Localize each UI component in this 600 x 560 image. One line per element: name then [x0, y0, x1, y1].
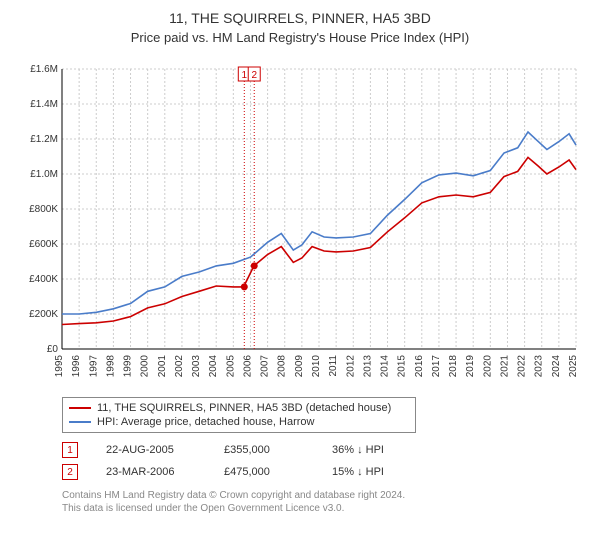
legend-label: 11, THE SQUIRRELS, PINNER, HA5 3BD (deta… — [97, 402, 391, 414]
svg-text:2015: 2015 — [397, 355, 408, 378]
sale-delta: 15% ↓ HPI — [332, 466, 384, 478]
svg-text:£1.6M: £1.6M — [30, 64, 58, 75]
svg-text:2000: 2000 — [140, 355, 151, 378]
svg-text:2018: 2018 — [448, 355, 459, 378]
svg-text:£1.4M: £1.4M — [30, 99, 58, 110]
svg-text:2020: 2020 — [482, 355, 493, 378]
sale-price: £355,000 — [224, 444, 304, 456]
svg-text:2007: 2007 — [260, 355, 271, 378]
svg-text:£600K: £600K — [29, 239, 58, 250]
svg-text:£800K: £800K — [29, 204, 58, 215]
sale-marker-2: 2 — [62, 464, 78, 480]
svg-text:2010: 2010 — [311, 355, 322, 378]
svg-text:2011: 2011 — [328, 355, 339, 377]
svg-text:2017: 2017 — [431, 355, 442, 378]
svg-text:1997: 1997 — [88, 355, 99, 378]
svg-text:£400K: £400K — [29, 274, 58, 285]
page-root: 11, THE SQUIRRELS, PINNER, HA5 3BD Price… — [0, 0, 600, 527]
svg-text:1: 1 — [242, 70, 248, 81]
table-row: 1 22-AUG-2005 £355,000 36% ↓ HPI — [62, 439, 584, 461]
svg-text:2012: 2012 — [345, 355, 356, 378]
legend-swatch — [69, 407, 91, 409]
sale-marker-1: 1 — [62, 442, 78, 458]
page-title: 11, THE SQUIRRELS, PINNER, HA5 3BD — [16, 10, 584, 26]
legend-label: HPI: Average price, detached house, Harr… — [97, 416, 314, 428]
svg-text:2: 2 — [251, 70, 257, 81]
svg-text:2001: 2001 — [157, 355, 168, 378]
svg-text:2019: 2019 — [465, 355, 476, 378]
legend: 11, THE SQUIRRELS, PINNER, HA5 3BD (deta… — [62, 397, 416, 433]
svg-text:2003: 2003 — [191, 355, 202, 378]
footer-line: Contains HM Land Registry data © Crown c… — [62, 489, 584, 502]
legend-item: HPI: Average price, detached house, Harr… — [69, 415, 409, 429]
svg-text:2014: 2014 — [380, 355, 391, 378]
svg-text:1998: 1998 — [105, 355, 116, 378]
svg-text:2021: 2021 — [499, 355, 510, 378]
svg-text:2025: 2025 — [568, 355, 579, 378]
svg-text:2008: 2008 — [277, 355, 288, 378]
svg-text:1996: 1996 — [71, 355, 82, 378]
footer-line: This data is licensed under the Open Gov… — [62, 502, 584, 515]
svg-text:2009: 2009 — [294, 355, 305, 378]
svg-text:£1.0M: £1.0M — [30, 169, 58, 180]
page-subtitle: Price paid vs. HM Land Registry's House … — [16, 30, 584, 45]
svg-text:£200K: £200K — [29, 309, 58, 320]
svg-text:2002: 2002 — [174, 355, 185, 378]
svg-text:1999: 1999 — [123, 355, 134, 378]
legend-item: 11, THE SQUIRRELS, PINNER, HA5 3BD (deta… — [69, 401, 409, 415]
footer: Contains HM Land Registry data © Crown c… — [62, 489, 584, 515]
sale-date: 23-MAR-2006 — [106, 466, 196, 478]
sale-price: £475,000 — [224, 466, 304, 478]
svg-text:£0: £0 — [47, 344, 59, 355]
svg-text:2024: 2024 — [551, 355, 562, 378]
legend-swatch — [69, 421, 91, 423]
svg-text:2005: 2005 — [225, 355, 236, 378]
svg-text:2004: 2004 — [208, 355, 219, 378]
svg-text:2013: 2013 — [362, 355, 373, 378]
sale-delta: 36% ↓ HPI — [332, 444, 384, 456]
sales-table: 1 22-AUG-2005 £355,000 36% ↓ HPI 2 23-MA… — [62, 439, 584, 483]
svg-text:£1.2M: £1.2M — [30, 134, 58, 145]
svg-text:2016: 2016 — [414, 355, 425, 378]
sale-date: 22-AUG-2005 — [106, 444, 196, 456]
chart-svg: £0 £200K £400K £600K £800K £1.0M £1.2M £1.4M £1.… — [16, 51, 584, 391]
svg-text:2022: 2022 — [517, 355, 528, 378]
svg-text:2023: 2023 — [534, 355, 545, 378]
table-row: 2 23-MAR-2006 £475,000 15% ↓ HPI — [62, 461, 584, 483]
svg-text:2006: 2006 — [242, 355, 253, 378]
price-chart: £0 £200K £400K £600K £800K £1.0M £1.2M £1.4M £1.… — [16, 51, 584, 391]
svg-text:1995: 1995 — [54, 355, 65, 378]
